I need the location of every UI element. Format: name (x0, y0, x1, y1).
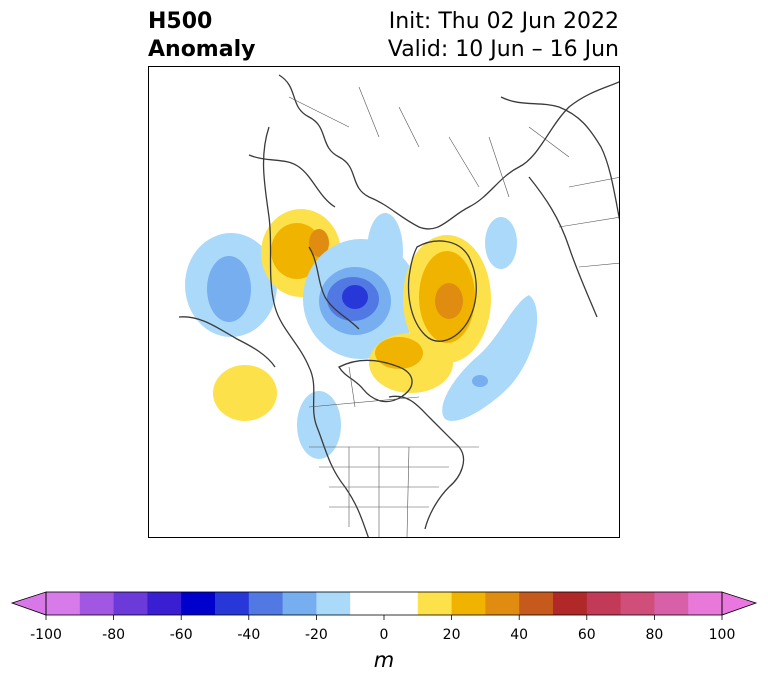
colorbar-segments (46, 592, 723, 615)
colorbar-tick-label: 0 (379, 627, 389, 643)
coastlines (178, 74, 619, 537)
colorbar-unit: m (373, 648, 395, 672)
colorbar-segment (620, 592, 655, 615)
colorbar-segment (485, 592, 520, 615)
title-variable: H500 (148, 9, 213, 34)
colorbar-segment (350, 592, 385, 615)
anomaly-gulf-of-alaska (185, 233, 277, 337)
anomaly-north-atlantic (442, 217, 538, 421)
colorbar-tick-label: -60 (169, 627, 193, 643)
colorbar-tick-label: 60 (577, 627, 596, 643)
colorbar-segment (654, 592, 689, 615)
colorbar-segment (46, 592, 81, 615)
colorbar-segment (384, 592, 419, 615)
colorbar-tick-label: -100 (30, 627, 62, 643)
anomaly-greenland-ridge (369, 235, 491, 393)
colorbar-segment (688, 592, 723, 615)
political-borders (288, 86, 619, 537)
anomaly-beaufort-trough (303, 213, 419, 359)
colorbar-segment (79, 592, 114, 615)
colorbar-tick-label: 100 (708, 627, 736, 643)
colorbar-segment (417, 592, 452, 615)
colorbar-segment (451, 592, 486, 615)
colorbar-segment (316, 592, 351, 615)
map-panel (148, 66, 620, 538)
colorbar-ticks (45, 615, 723, 620)
colorbar-segment (147, 592, 182, 615)
colorbar-tick-label: -40 (237, 627, 261, 643)
colorbar-extend-max (721, 591, 758, 616)
colorbar-segment (215, 592, 250, 615)
colorbar-tick-label: 20 (442, 627, 461, 643)
colorbar-segment (553, 592, 588, 615)
colorbar-segment (519, 592, 554, 615)
colorbar-tick-label: 40 (510, 627, 529, 643)
colorbar-segment (248, 592, 283, 615)
chart-dates: Init: Thu 02 Jun 2022 Valid: 10 Jun – 16… (388, 8, 619, 64)
colorbar-tick-label: -20 (304, 627, 328, 643)
colorbar-segment (113, 592, 148, 615)
chart-title: H500 Anomaly (148, 8, 255, 64)
colorbar-segment (586, 592, 621, 615)
valid-range: Valid: 10 Jun – 16 Jun (387, 37, 619, 62)
anomaly-ne-pacific (213, 365, 277, 421)
colorbar-tick-label: 80 (645, 627, 664, 643)
anomaly-western-us (297, 391, 341, 459)
anomaly-map (178, 74, 619, 537)
colorbar (10, 591, 758, 620)
init-date: Init: Thu 02 Jun 2022 (388, 9, 619, 34)
title-variable-sub: Anomaly (148, 37, 256, 62)
colorbar-segment (181, 592, 216, 615)
colorbar-tick-label: -80 (102, 627, 126, 643)
colorbar-segment (282, 592, 317, 615)
colorbar-extend-min (10, 591, 47, 616)
